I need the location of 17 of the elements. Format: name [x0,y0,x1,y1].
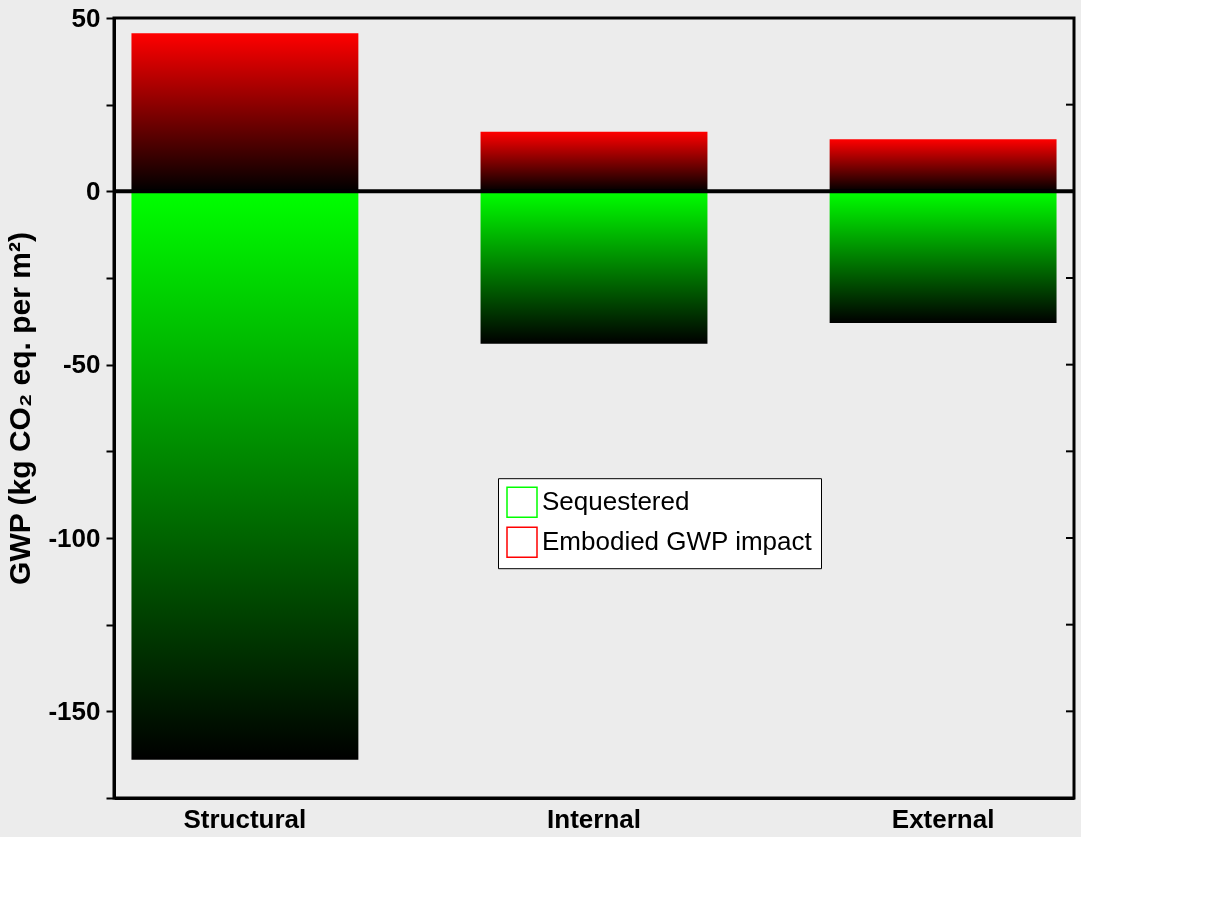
y-tick-label: 50 [71,2,101,33]
x-tick-label: Structural [183,803,307,834]
y-tick-label: -100 [48,522,101,553]
bar [131,191,359,760]
y-tick-label: -150 [48,695,101,726]
bar [131,33,359,192]
y-tick-label: 0 [86,175,101,206]
bar [829,139,1057,192]
bar [480,131,708,192]
bar [480,191,708,344]
y-tick-label: -50 [62,349,101,380]
x-tick-label: External [891,803,995,834]
x-tick-label: Internal [547,803,641,834]
legend-label: Embodied GWP impact [542,526,813,557]
y-axis-title: GWP (kg CO₂ eq. per m²) [3,232,37,585]
legend-label: Sequestered [542,486,690,517]
bar [829,191,1057,324]
